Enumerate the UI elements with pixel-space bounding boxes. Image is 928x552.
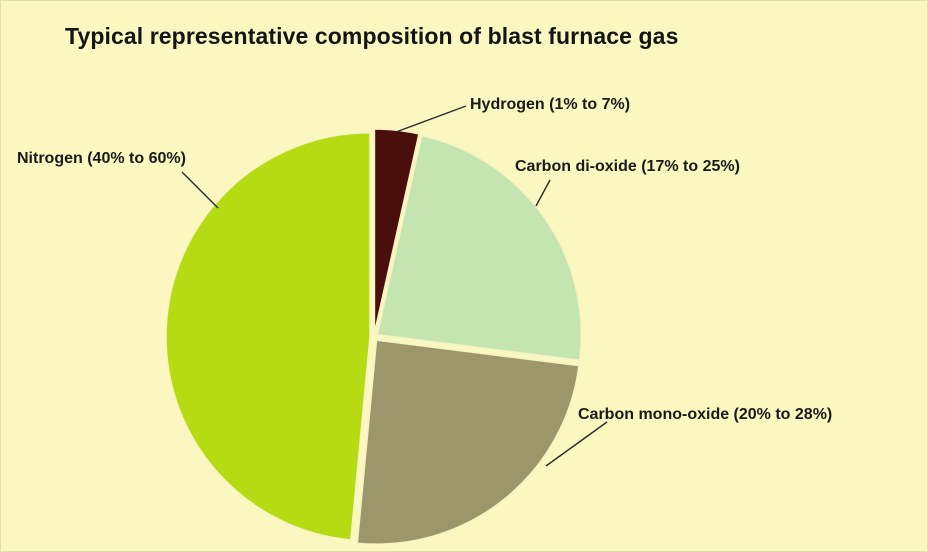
leader-line-nitrogen [181, 171, 219, 209]
pie-slice-nitrogen [165, 132, 371, 541]
slice-label-carbon-di-oxide: Carbon di-oxide (17% to 25%) [515, 158, 740, 175]
slice-label-carbon-mono-oxide: Carbon mono-oxide (20% to 28%) [578, 406, 832, 423]
leader-line-hydrogen [395, 105, 467, 133]
pie-slice-carbon-di-oxide [376, 134, 583, 362]
leader-line-carbon-di-oxide [535, 179, 551, 207]
pie-slice-hydrogen [373, 128, 420, 334]
slice-label-hydrogen: Hydrogen (1% to 7%) [470, 96, 630, 113]
chart-title: Typical representative composition of bl… [65, 23, 679, 49]
pie-slice-carbon-mono-oxide [356, 339, 580, 545]
slice-label-nitrogen: Nitrogen (40% to 60%) [17, 150, 186, 167]
leader-line-carbon-mono-oxide [545, 421, 608, 467]
